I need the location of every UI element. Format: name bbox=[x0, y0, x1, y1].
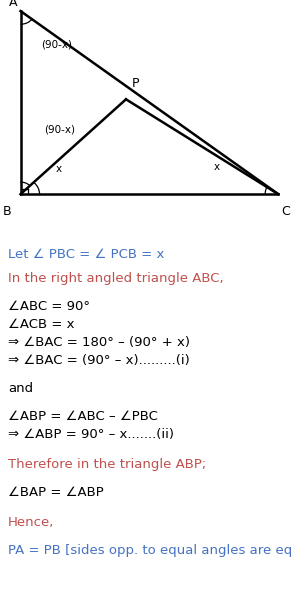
Text: Let ∠ PBC = ∠ PCB = x: Let ∠ PBC = ∠ PCB = x bbox=[8, 248, 164, 261]
Text: ⇒ ∠BAC = 180° – (90° + x): ⇒ ∠BAC = 180° – (90° + x) bbox=[8, 336, 190, 349]
Text: x: x bbox=[56, 164, 62, 174]
Text: PA = PB [sides opp. to equal angles are equal]: PA = PB [sides opp. to equal angles are … bbox=[8, 544, 293, 557]
Text: P: P bbox=[132, 77, 139, 91]
Text: A: A bbox=[9, 0, 17, 9]
Text: Hence,: Hence, bbox=[8, 516, 54, 529]
Text: B: B bbox=[3, 205, 11, 218]
Text: ∠ABC = 90°: ∠ABC = 90° bbox=[8, 300, 90, 313]
Text: Therefore in the triangle ABP;: Therefore in the triangle ABP; bbox=[8, 458, 206, 471]
Text: (90-x): (90-x) bbox=[41, 40, 72, 50]
Text: and: and bbox=[8, 382, 33, 395]
Text: ∠ACB = x: ∠ACB = x bbox=[8, 318, 74, 331]
Text: In the right angled triangle ABC,: In the right angled triangle ABC, bbox=[8, 272, 224, 285]
Text: ⇒ ∠BAC = (90° – x).........(i): ⇒ ∠BAC = (90° – x).........(i) bbox=[8, 354, 190, 367]
Text: x: x bbox=[214, 162, 220, 172]
Text: (90-x): (90-x) bbox=[44, 124, 75, 135]
Text: C: C bbox=[281, 205, 290, 218]
Text: ∠ABP = ∠ABC – ∠PBC: ∠ABP = ∠ABC – ∠PBC bbox=[8, 410, 158, 423]
Text: ∠BAP = ∠ABP: ∠BAP = ∠ABP bbox=[8, 486, 104, 499]
Text: ⇒ ∠ABP = 90° – x.......(ii): ⇒ ∠ABP = 90° – x.......(ii) bbox=[8, 428, 174, 441]
